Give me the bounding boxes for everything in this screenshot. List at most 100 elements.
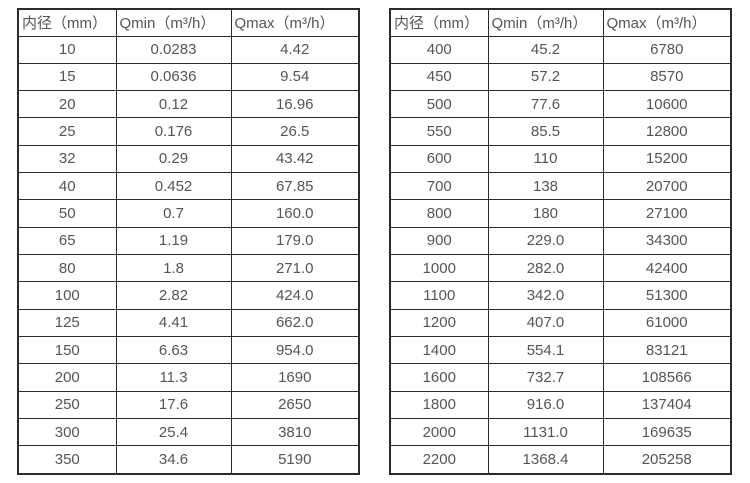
table-row: 150 6.63 954.0	[17, 335, 360, 365]
cell-qmax: 5190	[230, 445, 360, 475]
cell-diameter: 32	[17, 144, 117, 174]
cell-qmin: 138	[487, 172, 604, 201]
cell-qmin: 1131.0	[487, 417, 604, 447]
cell-qmax: 27100	[602, 199, 732, 228]
table-row: 10 0.0283 4.42	[17, 35, 360, 64]
cell-qmin: 4.41	[115, 308, 232, 337]
cell-diameter: 350	[17, 445, 117, 475]
cell-qmin: 0.29	[115, 144, 232, 174]
cell-qmin: 229.0	[487, 226, 604, 256]
cell-qmax: 10600	[602, 90, 732, 119]
table-row: 50 0.7 160.0	[17, 199, 360, 228]
table-header-row: 内径（mm） Qmin（m³/h） Qmax（m³/h）	[17, 8, 360, 37]
cell-qmin: 110	[487, 144, 604, 174]
table-row: 400 45.2 6780	[389, 35, 732, 64]
table-row: 25 0.176 26.5	[17, 117, 360, 146]
table-row: 65 1.19 179.0	[17, 226, 360, 256]
cell-diameter: 400	[389, 35, 489, 64]
cell-diameter: 700	[389, 172, 489, 201]
cell-qmax: 4.42	[230, 35, 360, 64]
table-row: 500 77.6 10600	[389, 90, 732, 119]
cell-qmin: 180	[487, 199, 604, 228]
cell-qmax: 83121	[602, 335, 732, 365]
cell-qmin: 554.1	[487, 335, 604, 365]
column-header-diameter: 内径（mm）	[17, 8, 117, 37]
column-header-qmin: Qmin（m³/h）	[115, 8, 232, 37]
cell-qmax: 954.0	[230, 335, 360, 365]
cell-diameter: 1000	[389, 253, 489, 283]
cell-qmin: 0.12	[115, 90, 232, 119]
cell-qmin: 282.0	[487, 253, 604, 283]
table-row: 550 85.5 12800	[389, 117, 732, 146]
table-row: 1400 554.1 83121	[389, 335, 732, 365]
cell-qmax: 137404	[602, 390, 732, 419]
cell-qmax: 43.42	[230, 144, 360, 174]
cell-diameter: 100	[17, 281, 117, 310]
cell-qmax: 34300	[602, 226, 732, 256]
cell-qmax: 12800	[602, 117, 732, 146]
table-row: 800 180 27100	[389, 199, 732, 228]
table-header-row: 内径（mm） Qmin（m³/h） Qmax（m³/h）	[389, 8, 732, 37]
cell-diameter: 2200	[389, 445, 489, 475]
cell-qmin: 732.7	[487, 363, 604, 392]
cell-diameter: 25	[17, 117, 117, 146]
column-header-diameter: 内径（mm）	[389, 8, 489, 37]
cell-diameter: 10	[17, 35, 117, 64]
cell-qmax: 108566	[602, 363, 732, 392]
table-row: 40 0.452 67.85	[17, 172, 360, 201]
cell-qmin: 0.0636	[115, 62, 232, 92]
cell-qmax: 6780	[602, 35, 732, 64]
flow-table-large-diameters: 内径（mm） Qmin（m³/h） Qmax（m³/h） 400 45.2 6780…	[389, 8, 732, 475]
cell-qmax: 51300	[602, 281, 732, 310]
cell-diameter: 1200	[389, 308, 489, 337]
cell-qmin: 916.0	[487, 390, 604, 419]
table-row: 100 2.82 424.0	[17, 281, 360, 310]
cell-qmin: 85.5	[487, 117, 604, 146]
cell-qmax: 26.5	[230, 117, 360, 146]
cell-qmin: 17.6	[115, 390, 232, 419]
cell-qmax: 42400	[602, 253, 732, 283]
cell-qmax: 169635	[602, 417, 732, 447]
cell-diameter: 1100	[389, 281, 489, 310]
column-header-qmax: Qmax（m³/h）	[230, 8, 360, 37]
cell-qmax: 424.0	[230, 281, 360, 310]
table-row: 600 110 15200	[389, 144, 732, 174]
table-row: 2200 1368.4 205258	[389, 445, 732, 475]
table-row: 125 4.41 662.0	[17, 308, 360, 337]
table-row: 250 17.6 2650	[17, 390, 360, 419]
cell-qmin: 11.3	[115, 363, 232, 392]
cell-diameter: 500	[389, 90, 489, 119]
table-row: 450 57.2 8570	[389, 62, 732, 92]
cell-qmax: 271.0	[230, 253, 360, 283]
table-row: 15 0.0636 9.54	[17, 62, 360, 92]
cell-qmin: 45.2	[487, 35, 604, 64]
cell-diameter: 900	[389, 226, 489, 256]
column-header-qmax: Qmax（m³/h）	[602, 8, 732, 37]
cell-qmax: 160.0	[230, 199, 360, 228]
table-row: 1000 282.0 42400	[389, 253, 732, 283]
table-row: 350 34.6 5190	[17, 445, 360, 475]
cell-qmax: 15200	[602, 144, 732, 174]
cell-qmin: 1.8	[115, 253, 232, 283]
table-row: 900 229.0 34300	[389, 226, 732, 256]
cell-qmin: 0.7	[115, 199, 232, 228]
cell-qmin: 1368.4	[487, 445, 604, 475]
cell-diameter: 1600	[389, 363, 489, 392]
cell-diameter: 40	[17, 172, 117, 201]
cell-diameter: 1800	[389, 390, 489, 419]
cell-qmax: 67.85	[230, 172, 360, 201]
cell-qmin: 34.6	[115, 445, 232, 475]
cell-diameter: 800	[389, 199, 489, 228]
cell-diameter: 300	[17, 417, 117, 447]
cell-diameter: 600	[389, 144, 489, 174]
table-row: 1100 342.0 51300	[389, 281, 732, 310]
cell-qmax: 8570	[602, 62, 732, 92]
cell-diameter: 550	[389, 117, 489, 146]
cell-diameter: 20	[17, 90, 117, 119]
cell-qmin: 77.6	[487, 90, 604, 119]
cell-diameter: 50	[17, 199, 117, 228]
table-row: 700 138 20700	[389, 172, 732, 201]
cell-qmax: 205258	[602, 445, 732, 475]
table-row: 2000 1131.0 169635	[389, 417, 732, 447]
